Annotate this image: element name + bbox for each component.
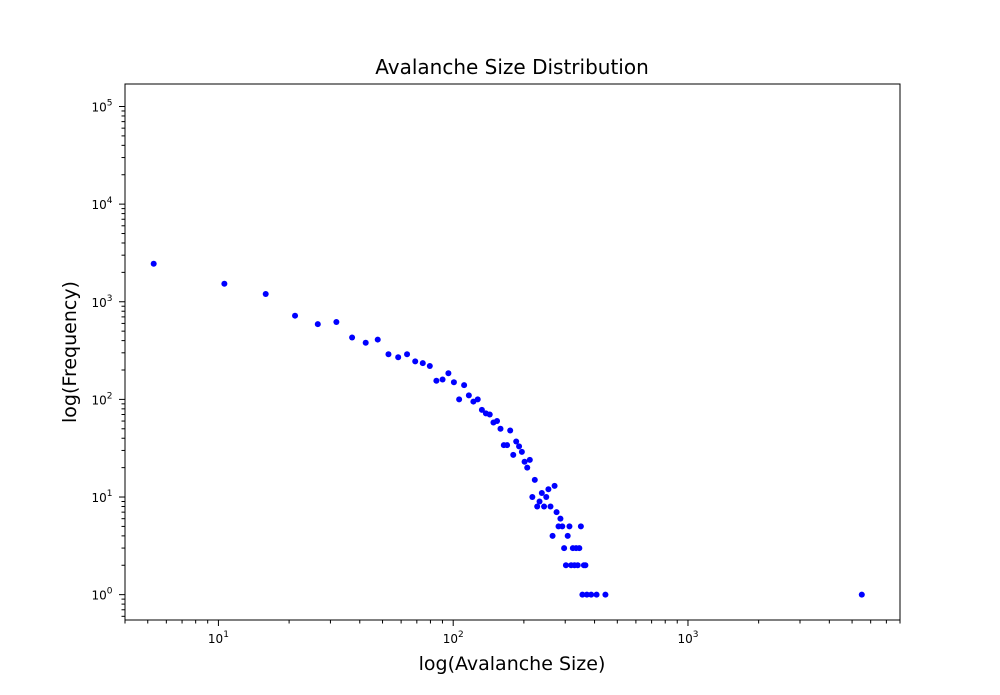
y-tick-label: 101 bbox=[91, 489, 112, 505]
data-point bbox=[510, 451, 517, 458]
data-point bbox=[536, 498, 543, 505]
y-tick-label: 104 bbox=[91, 196, 112, 212]
data-point bbox=[574, 562, 581, 569]
data-point bbox=[583, 591, 590, 598]
data-point bbox=[513, 438, 520, 445]
data-point bbox=[333, 319, 340, 326]
data-point bbox=[292, 312, 299, 319]
axis-ticks: 101 102 103 100 101 102 103 104 105 bbox=[91, 98, 901, 646]
data-point bbox=[557, 515, 564, 522]
y-tick-label: 103 bbox=[91, 294, 112, 310]
data-point bbox=[461, 382, 468, 389]
data-point bbox=[419, 360, 426, 367]
data-point bbox=[450, 379, 457, 386]
data-point bbox=[516, 443, 523, 450]
data-point bbox=[412, 358, 419, 365]
y-tick-label: 100 bbox=[91, 587, 112, 603]
y-tick-label: 102 bbox=[91, 391, 112, 407]
data-point bbox=[531, 476, 538, 483]
data-point bbox=[221, 280, 228, 287]
data-point bbox=[374, 336, 381, 343]
data-point bbox=[486, 411, 493, 418]
scatter-points bbox=[150, 260, 865, 598]
data-point bbox=[541, 503, 548, 510]
data-point bbox=[433, 377, 440, 384]
data-point bbox=[564, 532, 571, 539]
x-tick-label: 103 bbox=[677, 630, 698, 646]
data-point bbox=[526, 456, 533, 463]
x-tick-label: 102 bbox=[443, 630, 464, 646]
data-point bbox=[529, 494, 536, 501]
y-axis-label: log(Frequency) bbox=[59, 281, 81, 423]
data-point bbox=[524, 464, 531, 471]
data-point bbox=[385, 351, 392, 358]
data-point bbox=[534, 503, 541, 510]
data-point bbox=[588, 591, 595, 598]
data-point bbox=[150, 260, 157, 267]
data-point bbox=[439, 376, 446, 383]
x-tick-label: 101 bbox=[208, 630, 229, 646]
y-tick-label: 105 bbox=[91, 98, 112, 114]
data-point bbox=[362, 339, 369, 346]
data-point bbox=[547, 503, 554, 510]
data-point bbox=[566, 523, 573, 530]
data-point bbox=[593, 591, 600, 598]
data-point bbox=[465, 392, 472, 399]
data-point bbox=[474, 396, 481, 403]
plot-frame bbox=[124, 83, 901, 621]
data-point bbox=[518, 448, 525, 455]
data-point bbox=[858, 591, 865, 598]
data-point bbox=[577, 523, 584, 530]
data-point bbox=[395, 354, 402, 361]
data-point bbox=[507, 427, 514, 434]
data-point bbox=[551, 482, 558, 489]
data-point bbox=[582, 562, 589, 569]
data-point bbox=[349, 334, 356, 341]
data-point bbox=[521, 458, 528, 465]
data-point bbox=[543, 494, 550, 501]
data-point bbox=[549, 532, 556, 539]
data-point bbox=[262, 291, 269, 298]
data-point bbox=[561, 545, 568, 552]
data-point bbox=[494, 418, 501, 425]
data-point bbox=[553, 509, 560, 516]
data-point bbox=[456, 396, 463, 403]
data-point bbox=[445, 370, 452, 377]
data-point bbox=[559, 523, 566, 530]
data-point bbox=[426, 362, 433, 369]
data-point bbox=[404, 351, 411, 358]
data-point bbox=[602, 591, 609, 598]
data-point bbox=[562, 562, 569, 569]
data-point bbox=[576, 545, 583, 552]
data-point bbox=[478, 406, 485, 413]
data-point bbox=[545, 486, 552, 493]
data-point bbox=[579, 591, 586, 598]
data-point bbox=[314, 321, 321, 328]
data-point bbox=[497, 425, 504, 432]
chart-title: Avalanche Size Distribution bbox=[375, 55, 649, 79]
x-axis-label: log(Avalanche Size) bbox=[419, 653, 606, 675]
data-point bbox=[538, 489, 545, 496]
data-point bbox=[504, 442, 511, 449]
